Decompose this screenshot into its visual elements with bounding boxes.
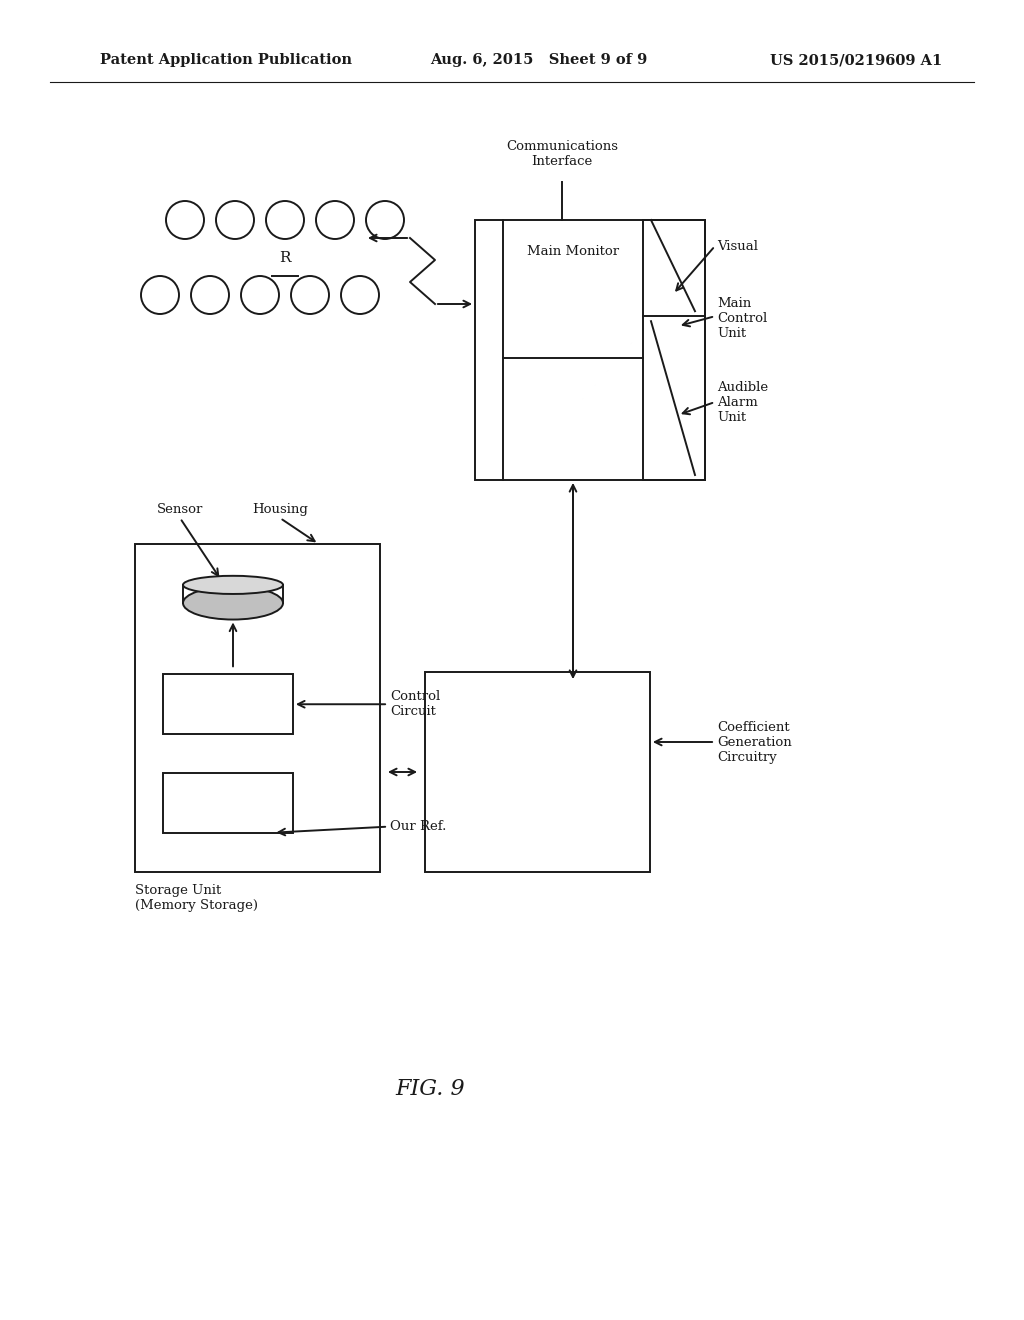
Ellipse shape — [183, 576, 283, 594]
Text: R: R — [280, 251, 291, 265]
Text: Our Ref.: Our Ref. — [390, 820, 446, 833]
Text: Coefficient
Generation
Circuitry: Coefficient Generation Circuitry — [717, 721, 792, 763]
Text: Patent Application Publication: Patent Application Publication — [100, 53, 352, 67]
Text: Storage Unit
(Memory Storage): Storage Unit (Memory Storage) — [135, 884, 258, 912]
Text: Housing: Housing — [252, 503, 308, 516]
Bar — [163, 772, 293, 833]
Bar — [425, 672, 650, 873]
Text: Main Monitor: Main Monitor — [527, 244, 620, 257]
Text: Visual: Visual — [717, 239, 758, 252]
Ellipse shape — [183, 586, 283, 619]
Text: US 2015/0219609 A1: US 2015/0219609 A1 — [770, 53, 942, 67]
Text: Sensor: Sensor — [157, 503, 203, 516]
Text: Main
Control
Unit: Main Control Unit — [717, 297, 767, 341]
Bar — [135, 544, 380, 873]
Text: Audible
Alarm
Unit: Audible Alarm Unit — [717, 380, 768, 424]
Bar — [163, 675, 293, 734]
Bar — [643, 220, 705, 480]
Text: Control
Circuit: Control Circuit — [390, 690, 440, 718]
Text: FIG. 9: FIG. 9 — [395, 1078, 465, 1100]
Bar — [475, 220, 705, 480]
Text: Communications
Interface: Communications Interface — [506, 140, 617, 168]
Text: Aug. 6, 2015   Sheet 9 of 9: Aug. 6, 2015 Sheet 9 of 9 — [430, 53, 647, 67]
